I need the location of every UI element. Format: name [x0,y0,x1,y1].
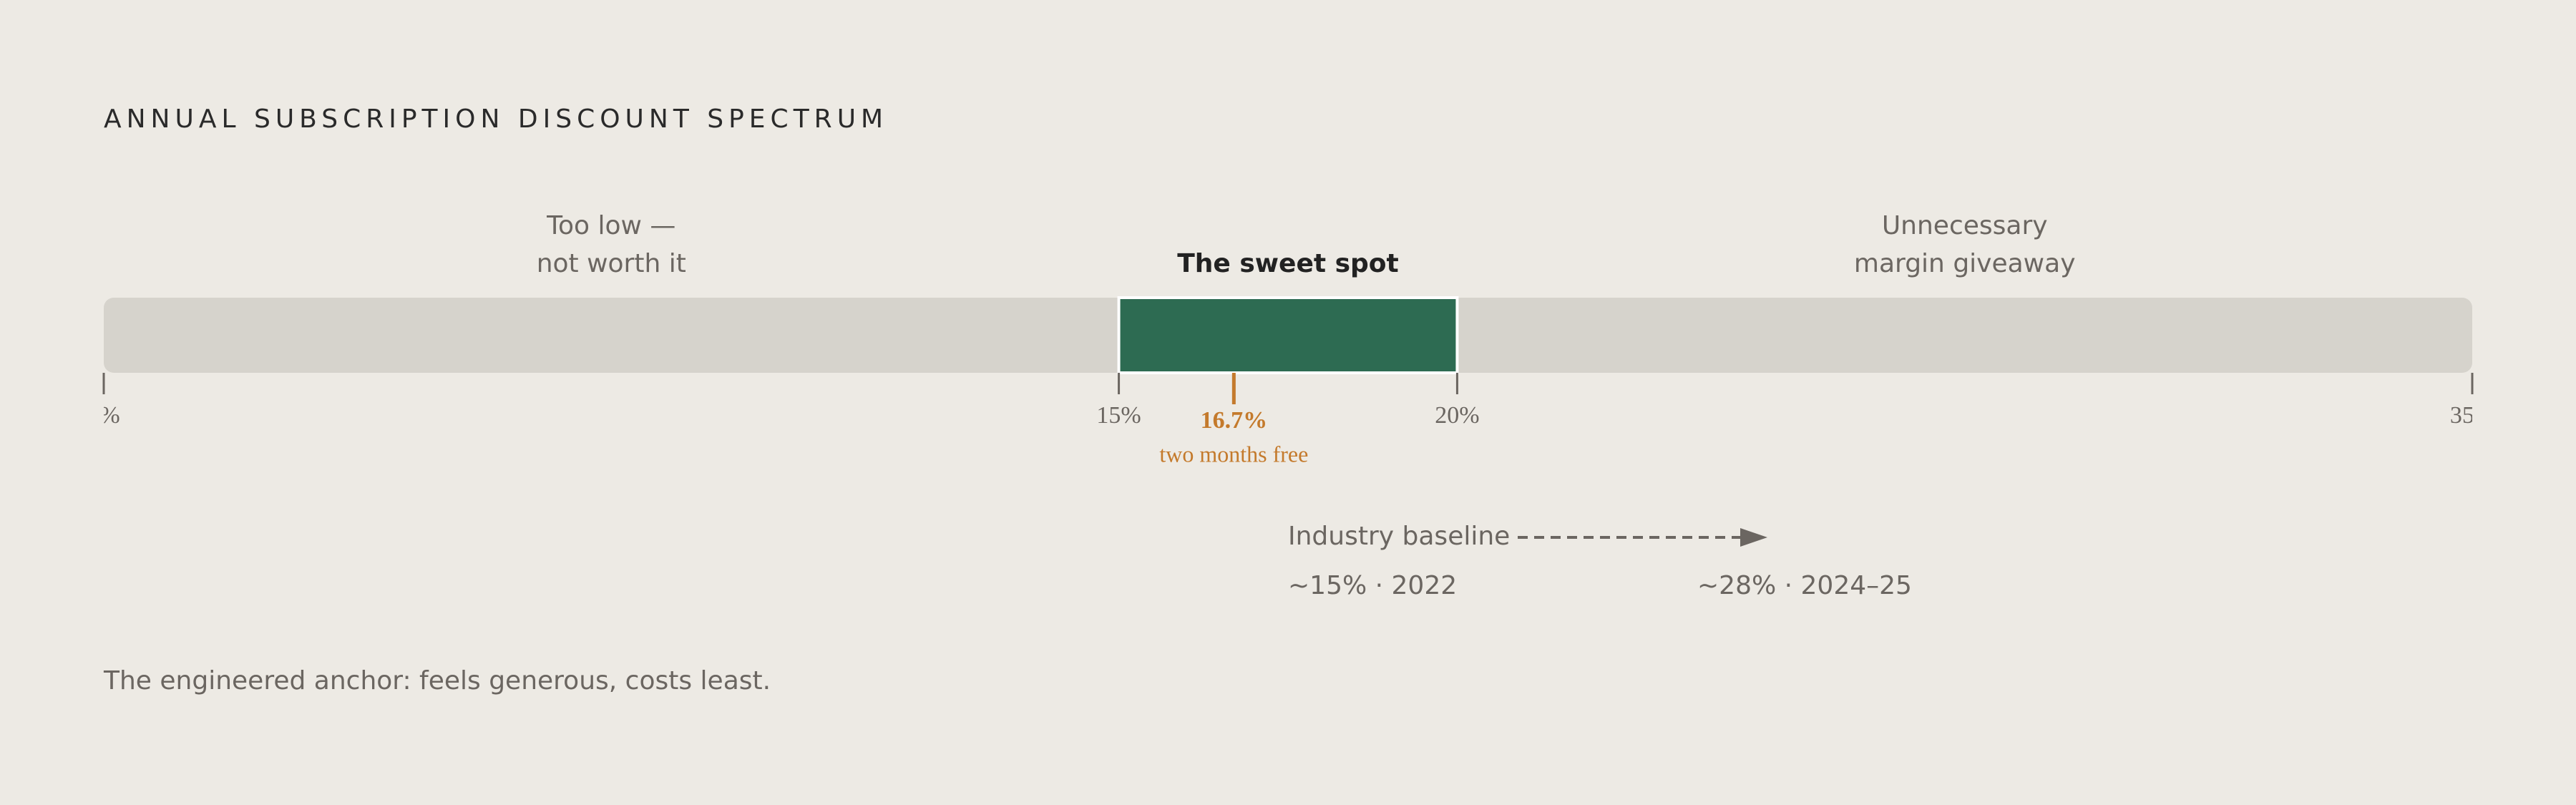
zone-label: Unnecessary [1882,211,2048,240]
baseline-from: ~15% · 2022 [1288,571,1457,600]
marker-caption: two months free [1159,441,1308,467]
baseline-label: Industry baseline [1288,522,1510,551]
tick-label: 20% [1435,402,1479,429]
zone-label: margin giveaway [1854,249,2076,278]
tick-group: 0% 15% 20% 35% [87,402,2494,429]
sweet-spot-band [1117,296,1459,374]
tick-label: 35% [2450,402,2494,429]
zone-label: not worth it [537,249,686,278]
marker-label: 16.7% [1201,407,1268,434]
tick-label: 0% [87,402,119,429]
arrow-head [1740,528,1767,547]
zone-label: Too low — [546,211,675,240]
tick-label: 15% [1096,402,1141,429]
zone-label: The sweet spot [1177,249,1399,278]
footnote: The engineered anchor: feels generous, c… [103,666,771,696]
title: ANNUAL SUBSCRIPTION DISCOUNT SPECTRUM [104,104,888,134]
baseline-to: ~28% · 2024–25 [1697,571,1912,600]
